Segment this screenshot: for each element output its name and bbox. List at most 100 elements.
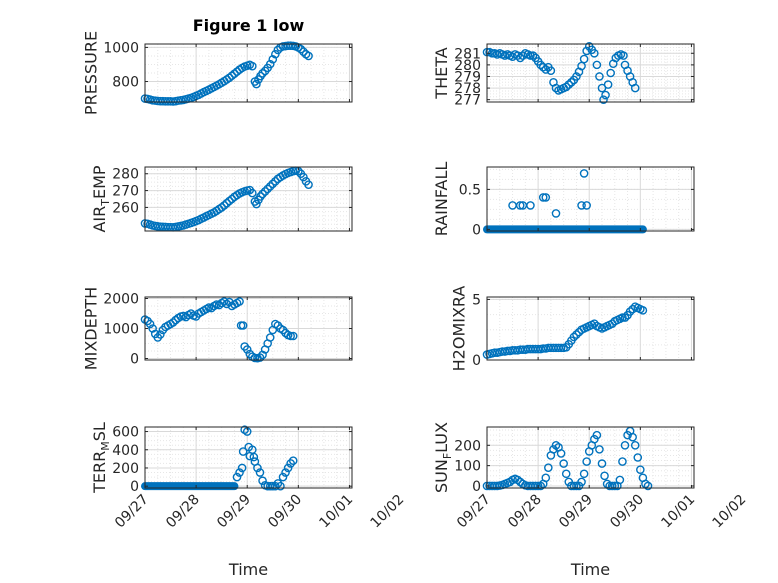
data-point — [513, 51, 522, 60]
data-point — [286, 331, 295, 341]
data-point — [252, 79, 261, 89]
data-point — [544, 463, 553, 472]
y-axis-label: RAINFALL — [432, 162, 451, 237]
data-point — [526, 201, 535, 210]
y-tick-label: 280 — [112, 167, 139, 183]
data-point — [601, 90, 610, 100]
data-point — [283, 463, 293, 473]
axes-box — [144, 166, 353, 232]
data-point — [541, 473, 551, 483]
data-point — [271, 49, 280, 59]
x-tick-label: 10/02 — [710, 492, 750, 532]
data-point — [255, 468, 265, 477]
y-tick-label: 1000 — [103, 322, 139, 338]
data-point — [569, 332, 579, 342]
data-point — [582, 46, 591, 56]
y-tick-label: 277 — [454, 93, 481, 109]
y-tick-label: 1000 — [103, 40, 139, 56]
y-tick-label: 5 — [472, 292, 481, 308]
data-point — [538, 62, 548, 72]
data-point — [536, 60, 545, 70]
data-point — [599, 95, 608, 104]
y-tick-label: 0 — [472, 353, 481, 369]
x-tick-label: 10/01 — [316, 492, 356, 532]
y-tick-label: 0.5 — [459, 182, 481, 198]
data-point — [595, 445, 604, 454]
data-point — [559, 459, 568, 468]
data-point — [281, 468, 290, 477]
x-tick-label: 09/29 — [556, 492, 596, 532]
data-point — [256, 192, 265, 201]
data-point — [288, 331, 298, 341]
data-point — [253, 463, 262, 473]
data-point — [258, 189, 267, 199]
data-point — [592, 60, 602, 70]
data-point — [265, 333, 275, 342]
data-point — [296, 44, 306, 54]
y-axis-label: AIRTEMP — [90, 165, 112, 232]
axes-box — [486, 296, 695, 361]
data-point — [526, 51, 535, 60]
data-point — [577, 477, 586, 487]
data-point — [551, 440, 561, 450]
data-point — [628, 432, 637, 442]
data-point — [273, 479, 283, 488]
data-point — [515, 53, 525, 63]
data-point — [606, 68, 615, 78]
data-point — [536, 481, 545, 491]
data-point — [541, 65, 551, 74]
data-point — [258, 476, 267, 486]
data-point — [225, 73, 234, 83]
axes-box — [144, 43, 353, 103]
x-tick-label: 10/02 — [368, 492, 408, 532]
x-tick-label: 09/30 — [265, 492, 305, 532]
data-point — [579, 469, 589, 479]
data-point — [265, 59, 275, 69]
data-point — [237, 463, 247, 473]
x-tick-label: 09/28 — [505, 492, 545, 532]
x-axis-label: Time — [228, 560, 268, 579]
data-point — [508, 201, 517, 210]
data-point — [633, 453, 643, 462]
data-point — [636, 465, 645, 475]
data-point — [248, 188, 257, 198]
data-point — [304, 180, 313, 189]
data-point — [168, 318, 178, 327]
data-point — [582, 201, 591, 210]
data-point — [620, 440, 630, 450]
data-point — [260, 187, 270, 196]
data-point — [531, 481, 540, 491]
y-tick-label: 0 — [472, 222, 481, 238]
data-point — [556, 343, 566, 353]
y-tick-label: 100 — [454, 459, 481, 475]
data-point — [299, 47, 308, 56]
data-point — [546, 66, 556, 75]
data-point — [222, 198, 232, 208]
data-point — [278, 472, 288, 482]
data-point — [217, 203, 226, 212]
data-point — [538, 193, 548, 202]
y-tick-label: 0 — [130, 479, 139, 495]
data-point — [271, 481, 280, 491]
data-point — [238, 321, 248, 330]
x-tick-label: 09/28 — [163, 492, 203, 532]
chart-title: Figure 1 low — [193, 16, 305, 35]
x-tick-label: 09/30 — [607, 492, 647, 532]
data-point — [265, 182, 275, 191]
x-tick-label: 09/29 — [214, 492, 254, 532]
data-point — [528, 51, 538, 60]
data-point — [595, 72, 604, 81]
data-point — [569, 481, 579, 491]
axes-box — [486, 426, 695, 489]
x-tick-label: 10/01 — [658, 492, 698, 532]
y-tick-label: 600 — [112, 425, 139, 441]
y-axis-label: TERRMSL — [90, 422, 112, 494]
data-point — [238, 447, 248, 456]
data-point — [603, 80, 613, 89]
y-axis-label: THETA — [432, 47, 451, 99]
data-point — [643, 481, 653, 491]
data-point — [572, 330, 581, 339]
y-tick-label: 279 — [454, 69, 481, 85]
data-point — [249, 452, 259, 462]
